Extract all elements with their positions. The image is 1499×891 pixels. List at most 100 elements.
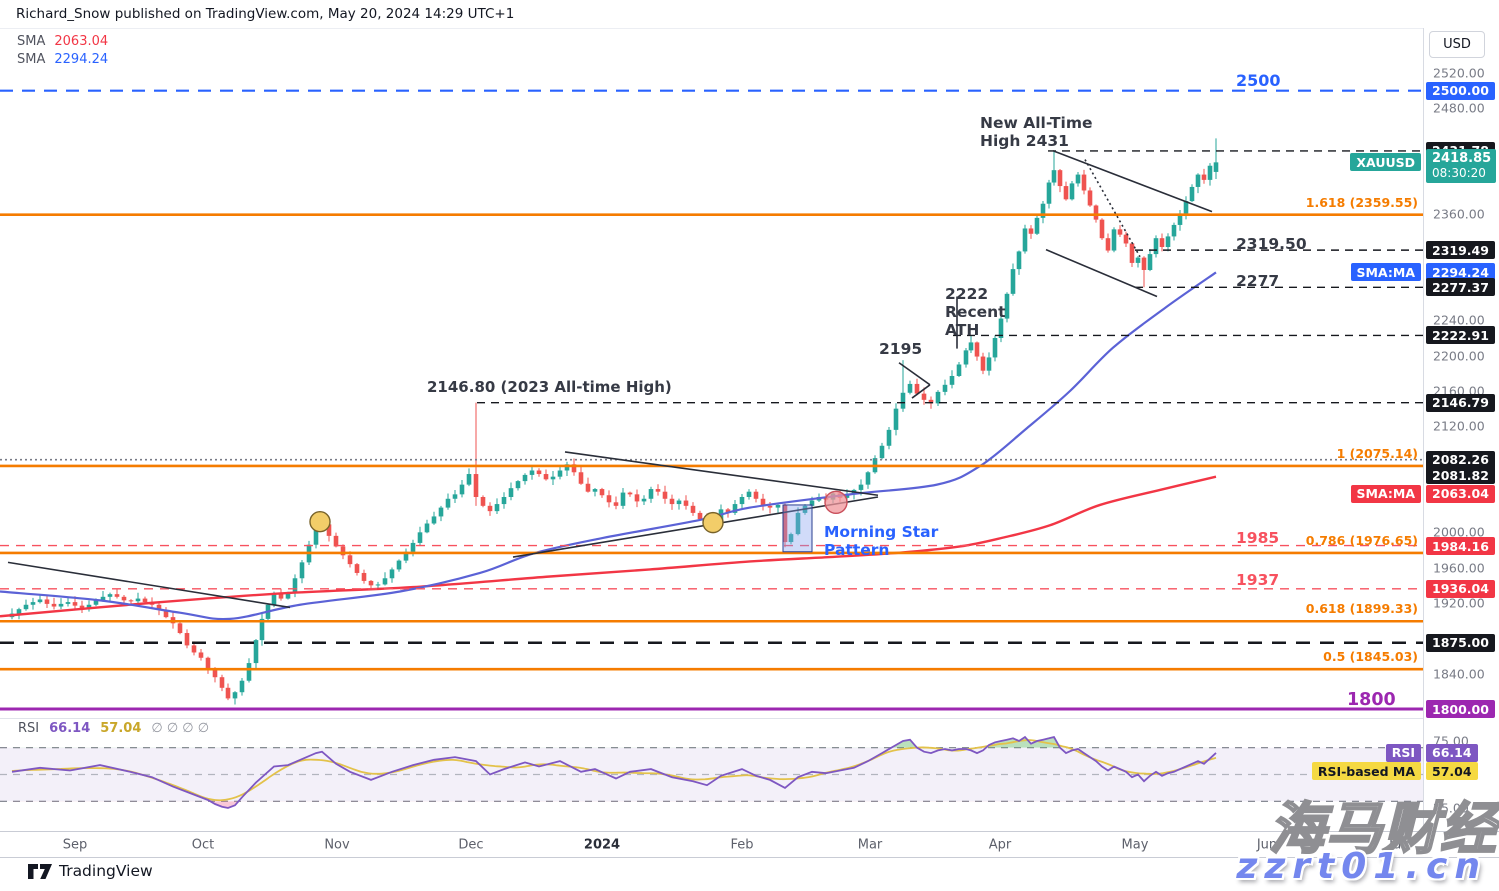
annotation-recent-ath[interactable]: 2222 Recent ATH <box>945 285 1006 339</box>
tradingview-logo-icon <box>28 863 52 879</box>
time-axis-label-feb: Feb <box>730 837 754 852</box>
time-axis-label-mar: Mar <box>857 837 883 852</box>
axis-price-label: 2063.04 <box>1426 484 1495 503</box>
annotation-ath-2023[interactable]: 2146.80 (2023 All-time High) <box>427 378 672 396</box>
trendline[interactable] <box>911 384 931 399</box>
trendline[interactable] <box>898 362 931 386</box>
axis-price-label: 57.04 <box>1426 762 1478 781</box>
trendline[interactable] <box>1084 159 1141 258</box>
rsi-empty-params: ∅ ∅ ∅ ∅ <box>151 721 210 736</box>
pane-divider[interactable] <box>0 718 1424 719</box>
annotation-lvl-2319[interactable]: 2319.50 <box>1236 235 1307 253</box>
time-axis-label-dec: Dec <box>458 837 484 852</box>
axis-price-label: 2081.82 <box>1426 466 1495 485</box>
price-axis-border <box>1423 28 1424 856</box>
time-axis[interactable]: Sep Oct Nov Dec 2024 Feb Mar Apr May Jun Jul <box>0 831 1499 858</box>
axis-price-label: 1936.04 <box>1426 579 1495 598</box>
trendline[interactable] <box>1052 149 1213 213</box>
axis-tick: 2200.00 <box>1433 348 1485 364</box>
ma-legend: SMA 2063.04 SMA 2294.24 <box>17 33 108 69</box>
annotation-morning-star[interactable]: Morning Star Pattern <box>824 523 939 559</box>
annotation-fib-1618[interactable]: 1.618 (2359.55) <box>1305 195 1418 210</box>
trendline[interactable] <box>512 496 879 558</box>
ma-legend-row-slow: SMA 2294.24 <box>17 51 108 69</box>
annotation-fib-0786[interactable]: 0.786 (1976.65) <box>1305 533 1418 548</box>
rsi-value: 66.14 <box>49 721 91 736</box>
axis-tick: 1840.00 <box>1433 666 1485 682</box>
axis-price-label: 2277.37 <box>1426 278 1495 297</box>
annotation-lvl-2277[interactable]: 2277 <box>1236 272 1280 290</box>
time-axis-label-sep: Sep <box>62 837 88 852</box>
rsi-line <box>11 735 1217 809</box>
axis-price-label: 66.14 <box>1426 743 1478 762</box>
time-axis-label-jun: Jun <box>1256 837 1278 852</box>
rsi-label: RSI <box>18 721 40 736</box>
time-axis-label-oct: Oct <box>191 837 215 852</box>
sma-slow-label: SMA <box>17 52 46 67</box>
currency-button[interactable]: USD <box>1429 31 1485 58</box>
trendline[interactable] <box>564 451 879 497</box>
trendline[interactable] <box>1045 248 1158 298</box>
price-axis[interactable]: USD 2520.00 2480.00 2360.00 2240.00 2200.00 2… <box>1424 0 1499 856</box>
byline: Richard_Snow published on TradingView.co… <box>16 6 515 22</box>
rsi-legend: RSI 66.14 57.04 ∅ ∅ ∅ ∅ <box>18 721 219 736</box>
annotation-fib-0618[interactable]: 0.618 (1899.33) <box>1305 601 1418 616</box>
time-axis-label-may: May <box>1121 837 1149 852</box>
sma-slow-line <box>0 271 1217 621</box>
axis-tick: 2520.00 <box>1433 65 1485 81</box>
time-axis-label-nov: Nov <box>324 837 350 852</box>
axis-price-label: 2146.79 <box>1426 393 1495 412</box>
axis-tick: 1920.00 <box>1433 595 1485 611</box>
axis-price-label: 2082.26 <box>1426 450 1495 469</box>
annotation-lvl-1937[interactable]: 1937 <box>1236 571 1280 589</box>
rsi-ma-value: 57.04 <box>100 721 142 736</box>
annotation-fib-1[interactable]: 1 (2075.14) <box>1336 446 1418 461</box>
plot-tag-xauusd: XAUUSD <box>1350 153 1421 172</box>
plot-tag-rsi: RSI <box>1385 743 1421 762</box>
time-axis-label-jul: Jul <box>1389 837 1405 852</box>
chart-top-border <box>0 28 1499 29</box>
axis-price-label: 2319.49 <box>1426 241 1495 260</box>
axis-price-label: 2294.24 <box>1426 263 1495 282</box>
circle-marker[interactable] <box>309 511 331 533</box>
annotation-new-ath[interactable]: New All-Time High 2431 <box>980 114 1093 150</box>
annotation-lvl-1800[interactable]: 1800 <box>1347 690 1396 710</box>
morning-star-box[interactable] <box>782 504 813 553</box>
axis-tick: 1960.00 <box>1433 560 1485 576</box>
axis-price-label: 2222.91 <box>1426 326 1495 345</box>
annotation-lvl-1985[interactable]: 1985 <box>1236 529 1280 547</box>
main-pane <box>0 89 1423 711</box>
plot-tag-sma-ma: SMA:MA <box>1350 263 1421 282</box>
rsi-ma-line <box>11 739 1217 802</box>
current-price-label: 2418.85 08:30:20 <box>1426 149 1496 184</box>
axis-tick: 2120.00 <box>1433 418 1485 434</box>
annotation-lvl-2500[interactable]: 2500 <box>1236 71 1281 90</box>
axis-price-label: 1984.16 <box>1426 537 1495 556</box>
watermark-url: zzrt01.cn <box>1236 846 1487 887</box>
axis-price-label: 1875.00 <box>1426 633 1495 652</box>
annotation-fib-05[interactable]: 0.5 (1845.03) <box>1323 649 1418 664</box>
circle-marker[interactable] <box>824 490 848 514</box>
sma-fast-line <box>0 475 1217 618</box>
time-axis-label-apr: Apr <box>988 837 1012 852</box>
candles <box>9 138 1219 705</box>
watermark-cjk: 海马财经 <box>1268 796 1497 863</box>
annotation-lvl-2195[interactable]: 2195 <box>879 340 923 358</box>
axis-price-label: 2500.00 <box>1426 81 1495 100</box>
footer-branding: TradingView <box>28 862 153 880</box>
axis-tick: 2480.00 <box>1433 100 1485 116</box>
plot-tag-sma-ma: SMA:MA <box>1350 484 1421 503</box>
axis-tick: 2360.00 <box>1433 206 1485 222</box>
circle-marker[interactable] <box>702 511 724 534</box>
axis-price-label: 1800.00 <box>1426 700 1495 718</box>
footer-brand-text: TradingView <box>59 862 153 880</box>
plot-tag-rsi-based-ma: RSI-based MA <box>1311 762 1421 781</box>
chart-canvas[interactable] <box>0 0 1424 856</box>
axis-tick: 2000.00 <box>1433 524 1485 540</box>
axis-tick: 2240.00 <box>1433 312 1485 328</box>
trendline[interactable] <box>7 561 291 609</box>
axis-tick: 25.00 <box>1433 800 1469 816</box>
sma-fast-label: SMA <box>17 34 46 49</box>
